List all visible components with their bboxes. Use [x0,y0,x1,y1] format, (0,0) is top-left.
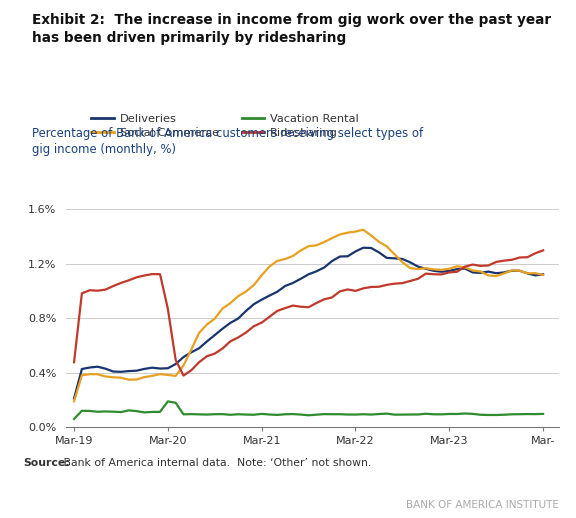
Text: Source:: Source: [23,458,70,468]
Text: Percentage of Bank of America customers receiving select types of
gig income (mo: Percentage of Bank of America customers … [32,127,423,156]
Text: BANK OF AMERICA INSTITUTE: BANK OF AMERICA INSTITUTE [406,500,559,510]
Legend: Deliveries, Social Commerce, Vacation Rental, Ridesharing: Deliveries, Social Commerce, Vacation Re… [87,109,363,142]
Text: Bank of America internal data.  Note: ‘Other’ not shown.: Bank of America internal data. Note: ‘Ot… [60,458,372,468]
Text: Exhibit 2:  The increase in income from gig work over the past year
has been dri: Exhibit 2: The increase in income from g… [32,13,551,45]
